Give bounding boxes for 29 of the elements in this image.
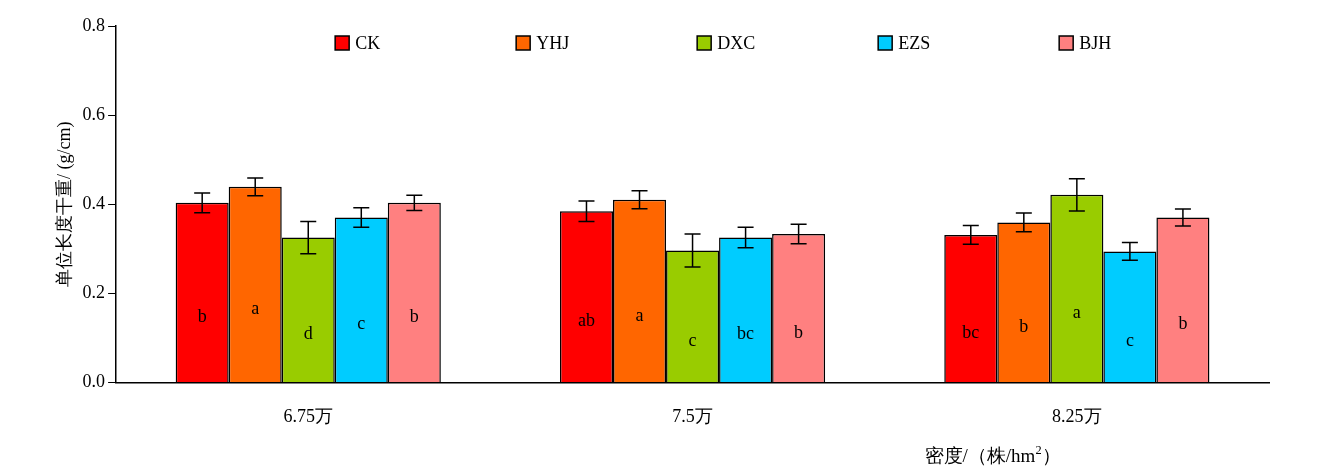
x-tick-label: 7.5万	[672, 405, 713, 426]
y-tick-label: 0.2	[82, 282, 106, 303]
legend-label: CK	[355, 32, 381, 53]
data-label: b	[1178, 313, 1188, 334]
data-label: b	[197, 306, 207, 327]
data-label: b	[794, 321, 804, 342]
data-label: b	[409, 306, 419, 327]
data-label: c	[1125, 330, 1134, 351]
x-tick-label: 8.25万	[1052, 405, 1102, 426]
y-tick-label: 0.6	[82, 103, 106, 124]
data-label: a	[251, 298, 260, 319]
data-label: c	[688, 329, 697, 350]
y-tick-label: 0.0	[82, 371, 106, 392]
data-label: a	[1072, 302, 1081, 323]
x-tick-label: 6.75万	[283, 405, 333, 426]
data-label: b	[1019, 315, 1029, 336]
data-label: d	[303, 323, 313, 344]
y-tick-label: 0.4	[82, 192, 106, 213]
data-label: bc	[737, 323, 755, 344]
data-label: a	[635, 304, 644, 325]
y-axis-title: 单位长度干重/ (g/cm)	[53, 121, 75, 287]
data-label: ab	[577, 310, 595, 331]
legend-label: BJH	[1079, 32, 1112, 53]
legend-label: YHJ	[536, 32, 570, 53]
legend-label: EZS	[898, 32, 931, 53]
data-label: bc	[962, 322, 980, 343]
y-tick-label: 0.8	[82, 14, 106, 35]
legend-label: DXC	[717, 32, 756, 53]
data-label: c	[357, 313, 366, 334]
